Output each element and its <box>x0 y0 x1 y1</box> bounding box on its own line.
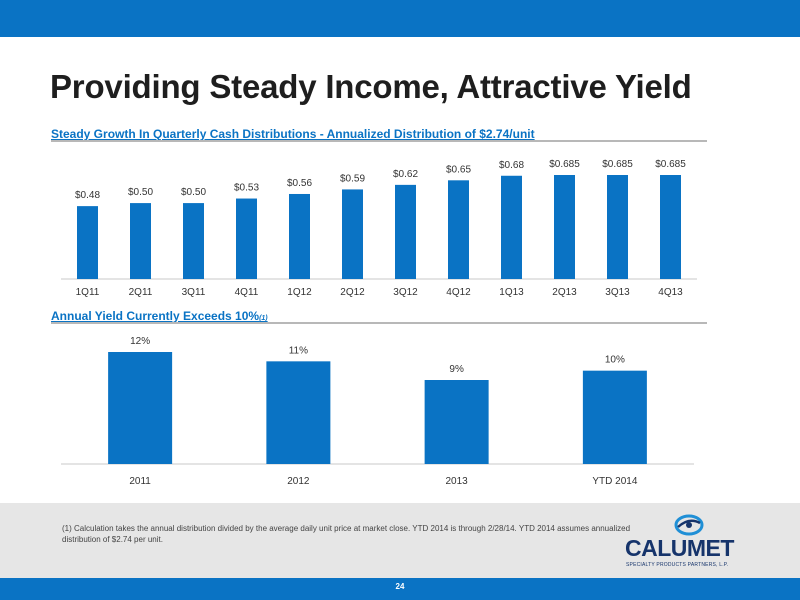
distribution-value-label-8: $0.68 <box>499 160 524 171</box>
distribution-category-label-2: 3Q11 <box>182 287 206 298</box>
slide-title: Providing Steady Income, Attractive Yiel… <box>50 68 692 105</box>
distribution-category-label-1: 2Q11 <box>129 287 153 298</box>
logo-tagline: SPECIALTY PRODUCTS PARTNERS, L.P. <box>626 562 729 568</box>
distribution-bar-11 <box>660 175 681 279</box>
yield-value-label-1: 11% <box>289 345 308 356</box>
yield-chart-title-text: Annual Yield Currently Exceeds 10% <box>51 309 260 323</box>
distribution-bar-0 <box>77 206 98 279</box>
distribution-bar-10 <box>607 175 628 279</box>
bottom-banner <box>0 578 800 600</box>
yield-category-label-0: 2011 <box>129 476 151 487</box>
yield-bar-0 <box>108 352 173 464</box>
distribution-category-label-0: 1Q11 <box>76 287 100 298</box>
distribution-value-label-5: $0.59 <box>340 173 365 184</box>
logo-wordmark: CALUMET <box>625 535 734 561</box>
distribution-value-label-7: $0.65 <box>446 164 471 175</box>
yield-value-label-3: 10% <box>605 355 625 366</box>
calumet-logo-mark-icon <box>674 514 704 536</box>
yield-chart-title: Annual Yield Currently Exceeds 10%(1) <box>51 309 268 323</box>
distribution-chart-title-text: Steady Growth In Quarterly Cash Distribu… <box>51 127 535 141</box>
distribution-category-label-6: 3Q12 <box>393 287 418 298</box>
yield-value-label-2: 9% <box>449 364 464 375</box>
distribution-bar-9 <box>554 175 575 279</box>
distribution-bar-8 <box>501 175 522 279</box>
distribution-category-label-8: 1Q13 <box>499 287 524 298</box>
distribution-value-label-11: $0.685 <box>655 159 686 170</box>
distribution-bar-6 <box>395 184 416 279</box>
page-number: 24 <box>395 582 405 591</box>
distribution-bar-5 <box>342 189 363 279</box>
distribution-bar-chart: $0.48 1Q11 $0.50 2Q11 $0.50 3Q11 $0.53 4Q11 $0.5… <box>61 159 697 298</box>
top-banner <box>0 0 800 37</box>
distribution-bar-1 <box>130 203 151 279</box>
footer-band <box>0 503 800 578</box>
distribution-bar-3 <box>236 198 257 279</box>
distribution-value-label-2: $0.50 <box>181 187 206 198</box>
distribution-value-label-6: $0.62 <box>393 169 418 180</box>
yield-category-label-1: 2012 <box>287 476 310 487</box>
yield-bar-1 <box>266 361 331 464</box>
distribution-bar-2 <box>183 203 204 279</box>
yield-chart-title-footnote: (1) <box>259 315 268 322</box>
yield-bar-3 <box>582 370 647 464</box>
distribution-category-label-10: 3Q13 <box>605 287 630 298</box>
distribution-value-label-0: $0.48 <box>75 190 100 201</box>
yield-bar-2 <box>424 380 489 464</box>
distribution-chart-rule <box>51 140 707 142</box>
distribution-value-label-1: $0.50 <box>128 187 153 198</box>
distribution-category-label-3: 4Q11 <box>235 287 259 298</box>
distribution-bar-4 <box>289 193 310 279</box>
yield-value-label-0: 12% <box>130 336 150 347</box>
footnote: (1) Calculation takes the annual distrib… <box>62 524 631 544</box>
yield-bar-chart: 12% 2011 11% 2012 9% 2013 10% YTD 2014 <box>61 336 694 487</box>
distribution-value-label-4: $0.56 <box>287 178 312 189</box>
distribution-value-label-3: $0.53 <box>234 183 259 194</box>
yield-category-label-2: 2013 <box>446 476 469 487</box>
distribution-value-label-10: $0.685 <box>602 159 633 170</box>
distribution-category-label-7: 4Q12 <box>446 287 471 298</box>
distribution-category-label-4: 1Q12 <box>287 287 312 298</box>
distribution-category-label-5: 2Q12 <box>340 287 365 298</box>
yield-category-label-3: YTD 2014 <box>592 476 637 487</box>
distribution-category-label-11: 4Q13 <box>658 287 683 298</box>
calumet-logo: CALUMET SPECIALTY PRODUCTS PARTNERS, L.P… <box>625 513 750 573</box>
distribution-category-label-9: 2Q13 <box>552 287 577 298</box>
yield-chart-rule <box>51 322 707 324</box>
distribution-chart-title: Steady Growth In Quarterly Cash Distribu… <box>51 127 535 141</box>
distribution-value-label-9: $0.685 <box>549 159 580 170</box>
distribution-bar-7 <box>448 180 469 279</box>
